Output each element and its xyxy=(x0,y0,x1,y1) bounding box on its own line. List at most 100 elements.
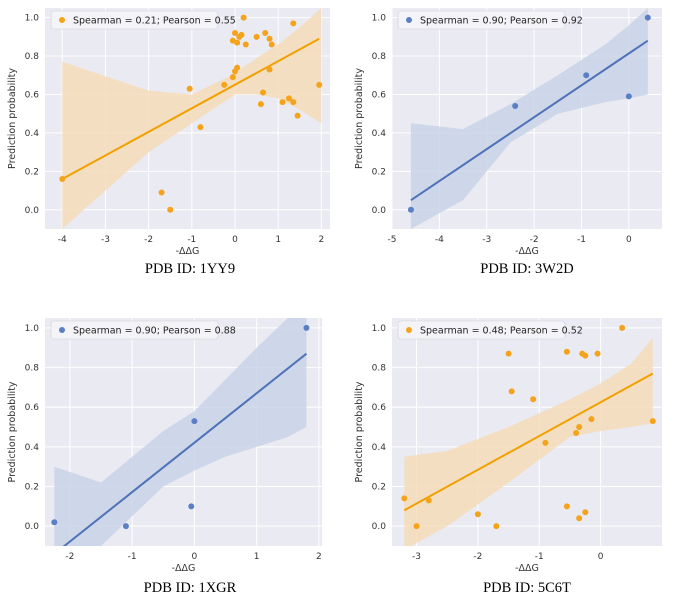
data-point xyxy=(401,495,408,502)
y-tick-label: 1.0 xyxy=(25,14,40,24)
data-point xyxy=(576,424,583,431)
data-point xyxy=(542,439,549,446)
y-axis-label: Prediction probability xyxy=(354,68,365,169)
data-point xyxy=(594,350,601,357)
y-tick-label: 0.6 xyxy=(372,403,387,413)
chart-5c6t: 0.0 0.2 0.4 0.6 0.8 1.0 -3 -2 -1 0 Spearman = 0.48… xyxy=(354,318,662,596)
data-point xyxy=(303,324,310,331)
x-tick-label: -1 xyxy=(535,552,544,562)
y-tick-label: 0.6 xyxy=(372,90,387,100)
x-axis-label: -ΔΔG xyxy=(176,246,200,257)
x-tick-label: 0 xyxy=(598,552,604,562)
x-tick-label: -1 xyxy=(128,552,137,562)
chart-1xgr: 0.0 0.2 0.4 0.6 0.8 1.0 -2 -1 0 1 2 Spearman = 0.90… xyxy=(7,318,322,596)
y-tick-label: 1.0 xyxy=(372,14,387,24)
chart-3w2d: 0.0 0.2 0.4 0.6 0.8 1.0 -5 -4 -3 -2 -1 0 Spearman = … xyxy=(354,8,662,277)
x-tick-label: -2 xyxy=(473,552,482,562)
x-tick-label: 0 xyxy=(626,235,632,245)
data-point xyxy=(234,64,241,71)
x-tick-label: -5 xyxy=(388,235,397,245)
chart-1yy9: 0.0 0.2 0.4 0.6 0.8 1.0 -4 -3 -2 -1 0 1 2 Spearman = … xyxy=(7,8,330,277)
data-point xyxy=(625,93,632,100)
y-tick-label: 0.2 xyxy=(372,483,386,493)
data-point xyxy=(232,29,238,36)
x-tick-label: 1 xyxy=(254,552,260,562)
x-tick-label: -2 xyxy=(144,235,153,245)
data-point xyxy=(493,523,500,530)
legend-label: Spearman = 0.21; Pearson = 0.55 xyxy=(73,16,236,27)
data-point xyxy=(122,523,129,530)
data-point xyxy=(583,72,590,79)
data-point xyxy=(240,14,247,21)
data-point xyxy=(413,523,420,530)
y-tick-label: 0.4 xyxy=(372,129,387,139)
x-tick-label: 2 xyxy=(318,235,324,245)
chart-caption: PDB ID: 5C6T xyxy=(483,580,571,596)
legend: Spearman = 0.90; Pearson = 0.88 xyxy=(50,320,236,340)
data-point xyxy=(191,418,198,425)
data-point xyxy=(530,396,537,403)
regression-line xyxy=(403,372,654,512)
data-point xyxy=(407,206,414,213)
data-point xyxy=(238,31,245,38)
y-tick-label: 0.8 xyxy=(25,52,40,62)
data-point xyxy=(474,511,481,518)
y-axis-label: Prediction probability xyxy=(354,381,365,482)
data-point xyxy=(588,416,595,423)
legend: Spearman = 0.90; Pearson = 0.92 xyxy=(397,10,583,30)
data-point xyxy=(266,35,273,42)
x-tick-label: 0 xyxy=(192,552,198,562)
data-point xyxy=(221,81,228,88)
regression-line xyxy=(61,37,320,180)
legend-label: Spearman = 0.48; Pearson = 0.52 xyxy=(420,326,583,337)
data-point xyxy=(644,14,651,21)
y-tick-label: 0.8 xyxy=(25,364,40,374)
data-point xyxy=(576,515,583,522)
y-tick-label: 1.0 xyxy=(25,324,40,334)
x-tick-label: -1 xyxy=(187,235,196,245)
x-axis-label: -ΔΔG xyxy=(515,563,539,574)
data-point xyxy=(290,99,297,106)
regression-line xyxy=(410,39,649,202)
y-tick-label: 1.0 xyxy=(372,324,387,334)
legend-marker xyxy=(406,327,412,333)
y-tick-label: 0.4 xyxy=(25,443,40,453)
y-tick-label: 0.6 xyxy=(25,90,40,100)
legend-label: Spearman = 0.90; Pearson = 0.88 xyxy=(73,326,236,337)
data-point xyxy=(266,66,273,73)
data-point xyxy=(257,101,264,108)
x-tick-label: -3 xyxy=(482,235,491,245)
x-tick-label: -1 xyxy=(577,235,586,245)
data-point xyxy=(512,103,519,110)
data-point xyxy=(279,99,286,106)
legend-marker xyxy=(59,17,65,23)
data-point xyxy=(268,41,275,48)
y-tick-label: 0.8 xyxy=(372,52,387,62)
chart-caption: PDB ID: 1YY9 xyxy=(145,261,235,277)
y-tick-label: 0.0 xyxy=(25,522,40,532)
legend-marker xyxy=(406,17,412,23)
y-tick-label: 0.4 xyxy=(25,129,40,139)
data-point xyxy=(573,429,580,436)
data-point xyxy=(158,189,165,196)
legend-box xyxy=(50,10,219,30)
y-tick-label: 0.6 xyxy=(25,403,40,413)
chart-caption: PDB ID: 3W2D xyxy=(480,261,573,277)
x-tick-label: -3 xyxy=(412,552,421,562)
y-tick-label: 0.4 xyxy=(372,443,387,453)
data-point xyxy=(186,85,193,92)
x-tick-label: 1 xyxy=(275,235,281,245)
data-point xyxy=(649,418,656,425)
y-tick-label: 0.2 xyxy=(25,483,39,493)
data-point xyxy=(229,74,236,81)
data-point xyxy=(253,33,260,40)
x-tick-label: 2 xyxy=(316,552,322,562)
data-point xyxy=(167,206,174,213)
data-point xyxy=(505,350,512,357)
x-tick-label: 0 xyxy=(232,235,238,245)
x-axis-label: -ΔΔG xyxy=(172,563,196,574)
y-tick-label: 0.8 xyxy=(372,364,387,374)
data-point xyxy=(188,503,195,510)
confidence-band xyxy=(62,8,322,229)
data-point xyxy=(563,503,570,510)
